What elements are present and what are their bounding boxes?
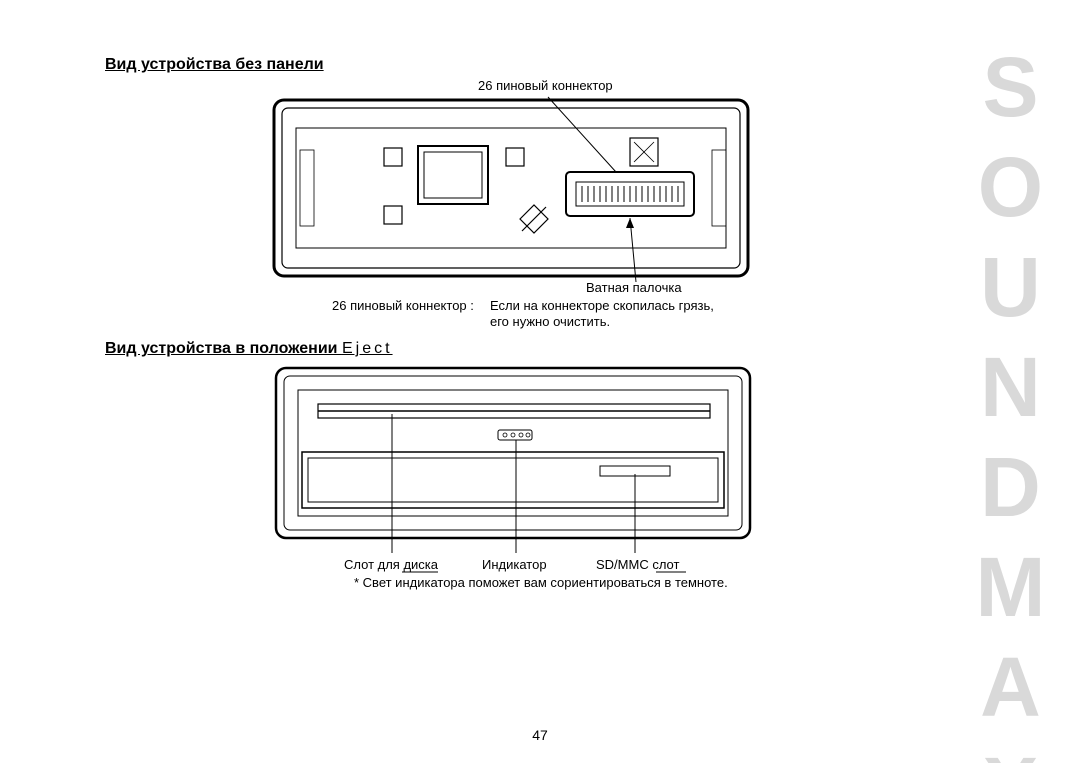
manual-page: SOUNDMAX GERMANY Вид устройства без пане… xyxy=(0,0,1080,763)
page-number: 47 xyxy=(0,727,1080,743)
callout-top-text: 26 пиновый коннектор xyxy=(478,78,613,93)
section2-footnote: * Свет индикатора поможет вам сориентиро… xyxy=(354,575,728,590)
section2-diagram xyxy=(0,200,1080,600)
